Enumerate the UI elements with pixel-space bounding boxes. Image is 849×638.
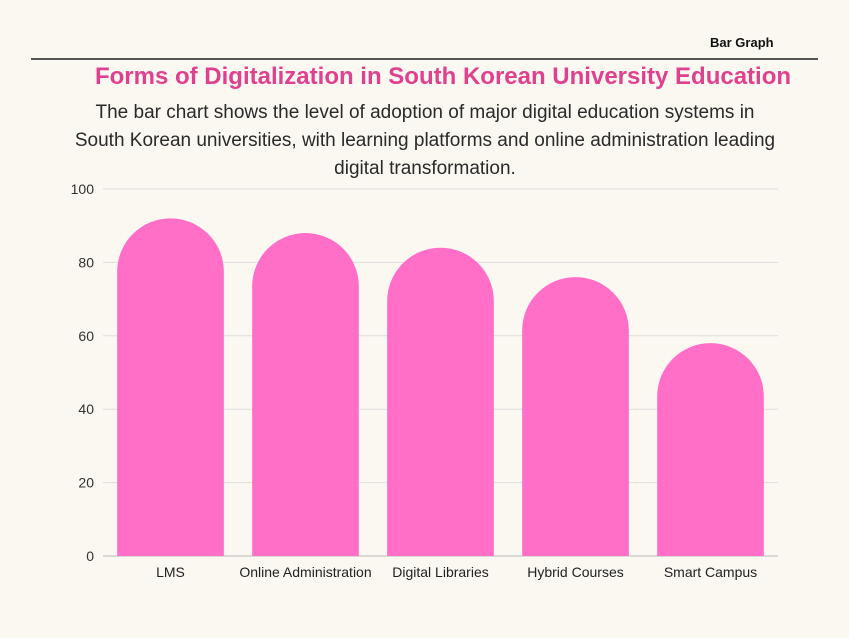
- x-category-label: LMS: [156, 564, 185, 580]
- bar-1: [252, 233, 359, 556]
- chart-title: Forms of Digitalization in South Korean …: [94, 63, 792, 90]
- header-divider: [31, 58, 818, 60]
- y-tick-label: 0: [86, 548, 94, 564]
- bar-4: [657, 343, 764, 556]
- bar-3: [522, 277, 629, 556]
- y-tick-label: 60: [78, 328, 94, 344]
- bar-0: [117, 218, 224, 556]
- x-category-label: Online Administration: [239, 564, 371, 580]
- bar-2: [387, 247, 494, 556]
- y-tick-label: 100: [71, 181, 95, 197]
- y-tick-label: 20: [78, 475, 94, 491]
- y-tick-label: 80: [78, 254, 94, 270]
- chart-subtitle: The bar chart shows the level of adoptio…: [74, 102, 776, 179]
- y-tick-label: 40: [78, 401, 94, 417]
- bars-layer: [117, 218, 764, 556]
- x-category-label: Hybrid Courses: [527, 564, 623, 580]
- labels-layer: 0 20 40 60 80 100 LMS Online Administration Digi…: [71, 181, 758, 580]
- x-category-label: Digital Libraries: [392, 564, 488, 580]
- x-category-label: Smart Campus: [664, 564, 757, 580]
- chart-type-tag: Bar Graph: [710, 35, 774, 50]
